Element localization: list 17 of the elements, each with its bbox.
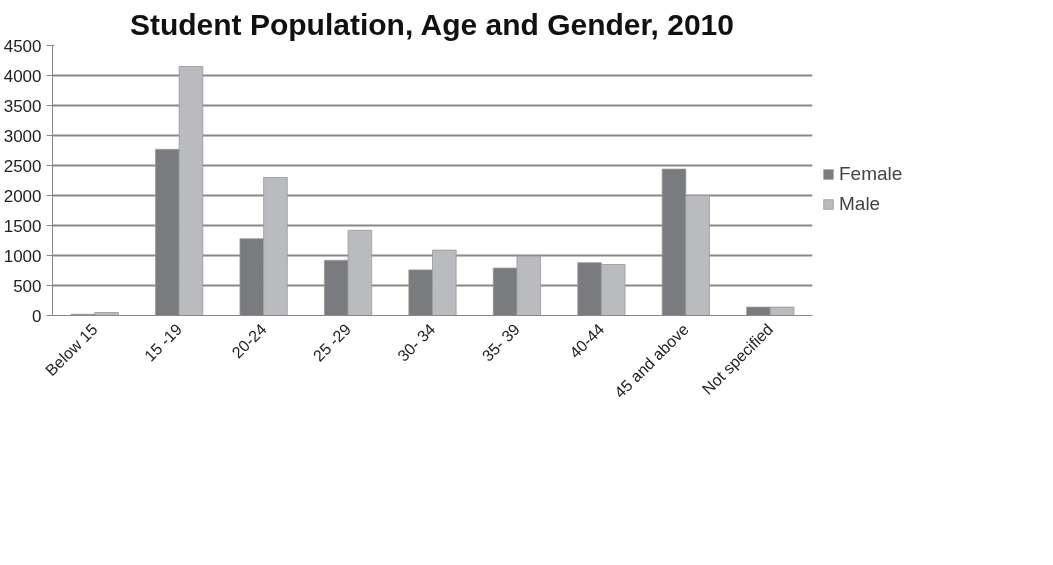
x-tick-label: 15 -19 [141, 320, 186, 365]
y-tick-label: 3000 [3, 126, 42, 146]
y-tick-label: 3500 [3, 96, 42, 116]
y-tick-label: 4500 [3, 36, 42, 56]
legend-label: Female [839, 163, 903, 185]
y-tick-label: 500 [13, 276, 42, 296]
y-tick-label: 1000 [3, 246, 42, 266]
y-tick-label: 2000 [3, 186, 42, 206]
y-tick-label: 1500 [3, 216, 42, 236]
x-tick-label: 35- 39 [478, 320, 524, 365]
x-tick-label: 25 -29 [309, 320, 355, 365]
chart-title: Student Population, Age and Gender, 2010 [129, 7, 734, 41]
y-tick-label: 4000 [3, 66, 42, 86]
y-tick-label: 2500 [3, 156, 42, 176]
x-tick-label: 30- 34 [394, 320, 439, 365]
y-tick-label: 0 [32, 306, 42, 326]
legend-label: Male [839, 193, 881, 215]
